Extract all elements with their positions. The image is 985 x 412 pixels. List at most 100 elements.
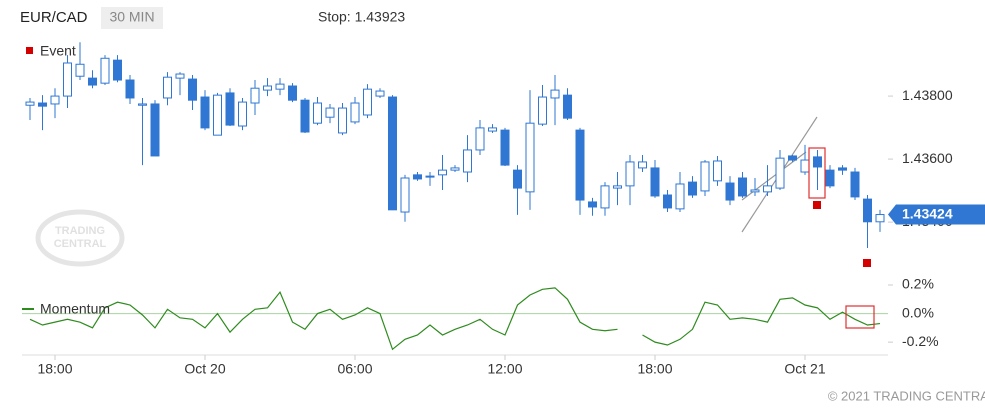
event-legend-label: Event xyxy=(40,43,76,59)
candle-body xyxy=(713,160,722,182)
candle-body xyxy=(263,85,272,91)
interval-box xyxy=(101,7,163,29)
candle-body xyxy=(588,201,597,208)
event-box xyxy=(808,147,826,199)
event-legend-swatch xyxy=(26,47,33,54)
candle-body xyxy=(313,102,322,124)
y-tick-label: 0.2% xyxy=(902,276,934,292)
candle-body xyxy=(788,155,797,161)
watermark-ring xyxy=(35,209,125,267)
candle-body xyxy=(875,214,885,223)
candle-body xyxy=(863,198,872,223)
candle-body xyxy=(325,107,335,118)
x-tick-label: 12:00 xyxy=(487,361,522,377)
watermark-text: CENTRAL xyxy=(54,238,107,250)
candle-body xyxy=(750,189,760,193)
candle-body xyxy=(500,129,510,166)
candle-body xyxy=(775,157,785,189)
candle-body xyxy=(350,102,360,123)
candle-body xyxy=(163,76,172,99)
x-tick-label: 06:00 xyxy=(337,361,372,377)
last-price-label: 1.43424 xyxy=(902,205,953,221)
candle-body xyxy=(175,73,185,79)
candle-body xyxy=(338,107,347,134)
candle-body xyxy=(300,99,310,133)
candle-body xyxy=(400,177,410,213)
momentum-legend-label: Momentum xyxy=(40,301,110,317)
candle-body xyxy=(425,175,435,178)
event-marker xyxy=(863,259,871,267)
candle-body xyxy=(638,161,647,169)
candle-body xyxy=(138,103,147,106)
candle-body xyxy=(213,94,222,136)
interval: 30 MIN xyxy=(109,9,154,25)
candle-body xyxy=(438,169,447,176)
candle-body xyxy=(188,78,197,101)
candle-body xyxy=(113,59,122,81)
candle-body xyxy=(800,159,810,173)
candle-body xyxy=(200,96,210,129)
candle-body xyxy=(125,79,135,99)
candle-body xyxy=(825,169,835,187)
x-tick-label: 18:00 xyxy=(637,361,672,377)
event-marker xyxy=(813,201,821,209)
candle-body xyxy=(763,185,772,193)
last-price-tag xyxy=(888,204,985,225)
candle-body xyxy=(100,57,110,84)
candle-body xyxy=(63,62,72,97)
x-tick-label: Oct 20 xyxy=(184,361,225,377)
candle-body xyxy=(563,94,572,119)
candle-body xyxy=(150,103,160,157)
candle-body xyxy=(475,127,485,151)
symbol: EUR/CAD xyxy=(20,9,88,26)
candle-body xyxy=(375,90,385,97)
candle-body xyxy=(463,149,472,173)
candle-body xyxy=(838,167,847,171)
candle-body xyxy=(675,183,685,210)
y-tick-label: -0.2% xyxy=(902,333,939,349)
copyright: © 2021 TRADING CENTRAL xyxy=(828,388,985,403)
y-tick-label: 1.43800 xyxy=(902,87,953,103)
x-tick-label: 18:00 xyxy=(37,361,72,377)
candle-body xyxy=(250,87,260,104)
candle-body xyxy=(225,92,235,126)
candle-body xyxy=(650,167,660,197)
y-tick-label: 1.43600 xyxy=(902,150,953,166)
candle-body xyxy=(363,88,372,116)
watermark: TRADING CENTRAL xyxy=(35,209,125,267)
candle-body xyxy=(550,89,560,99)
candle-body xyxy=(513,169,522,189)
candle-body xyxy=(688,181,697,196)
candle-body xyxy=(75,63,85,77)
candle-body xyxy=(663,194,672,209)
x-tick-label: Oct 21 xyxy=(784,361,825,377)
candle-body xyxy=(813,156,822,168)
candle-body xyxy=(450,167,460,171)
candle-body xyxy=(488,127,497,132)
candle-body xyxy=(613,185,622,189)
candle-body xyxy=(288,85,297,101)
candle-body xyxy=(738,177,747,197)
candle-body xyxy=(625,161,635,187)
candle-body xyxy=(238,101,247,127)
candle-body xyxy=(538,96,547,125)
watermark-text: TRADING xyxy=(55,225,105,237)
candle-body xyxy=(525,122,535,193)
y-tick-label: 0.0% xyxy=(902,304,934,320)
momentum-line xyxy=(29,287,881,351)
candle-body xyxy=(50,95,60,105)
candle-body xyxy=(575,129,585,201)
candle-body xyxy=(725,182,735,201)
candle-body xyxy=(600,185,610,209)
candle-body xyxy=(413,174,422,180)
candle-body xyxy=(388,96,397,211)
candle-body xyxy=(700,161,710,192)
candle-body xyxy=(25,101,35,106)
candle-body xyxy=(38,102,47,107)
stop-level: Stop: 1.43923 xyxy=(318,9,405,25)
event-box xyxy=(845,305,875,329)
candle-body xyxy=(850,171,860,198)
candle-body xyxy=(88,77,97,86)
